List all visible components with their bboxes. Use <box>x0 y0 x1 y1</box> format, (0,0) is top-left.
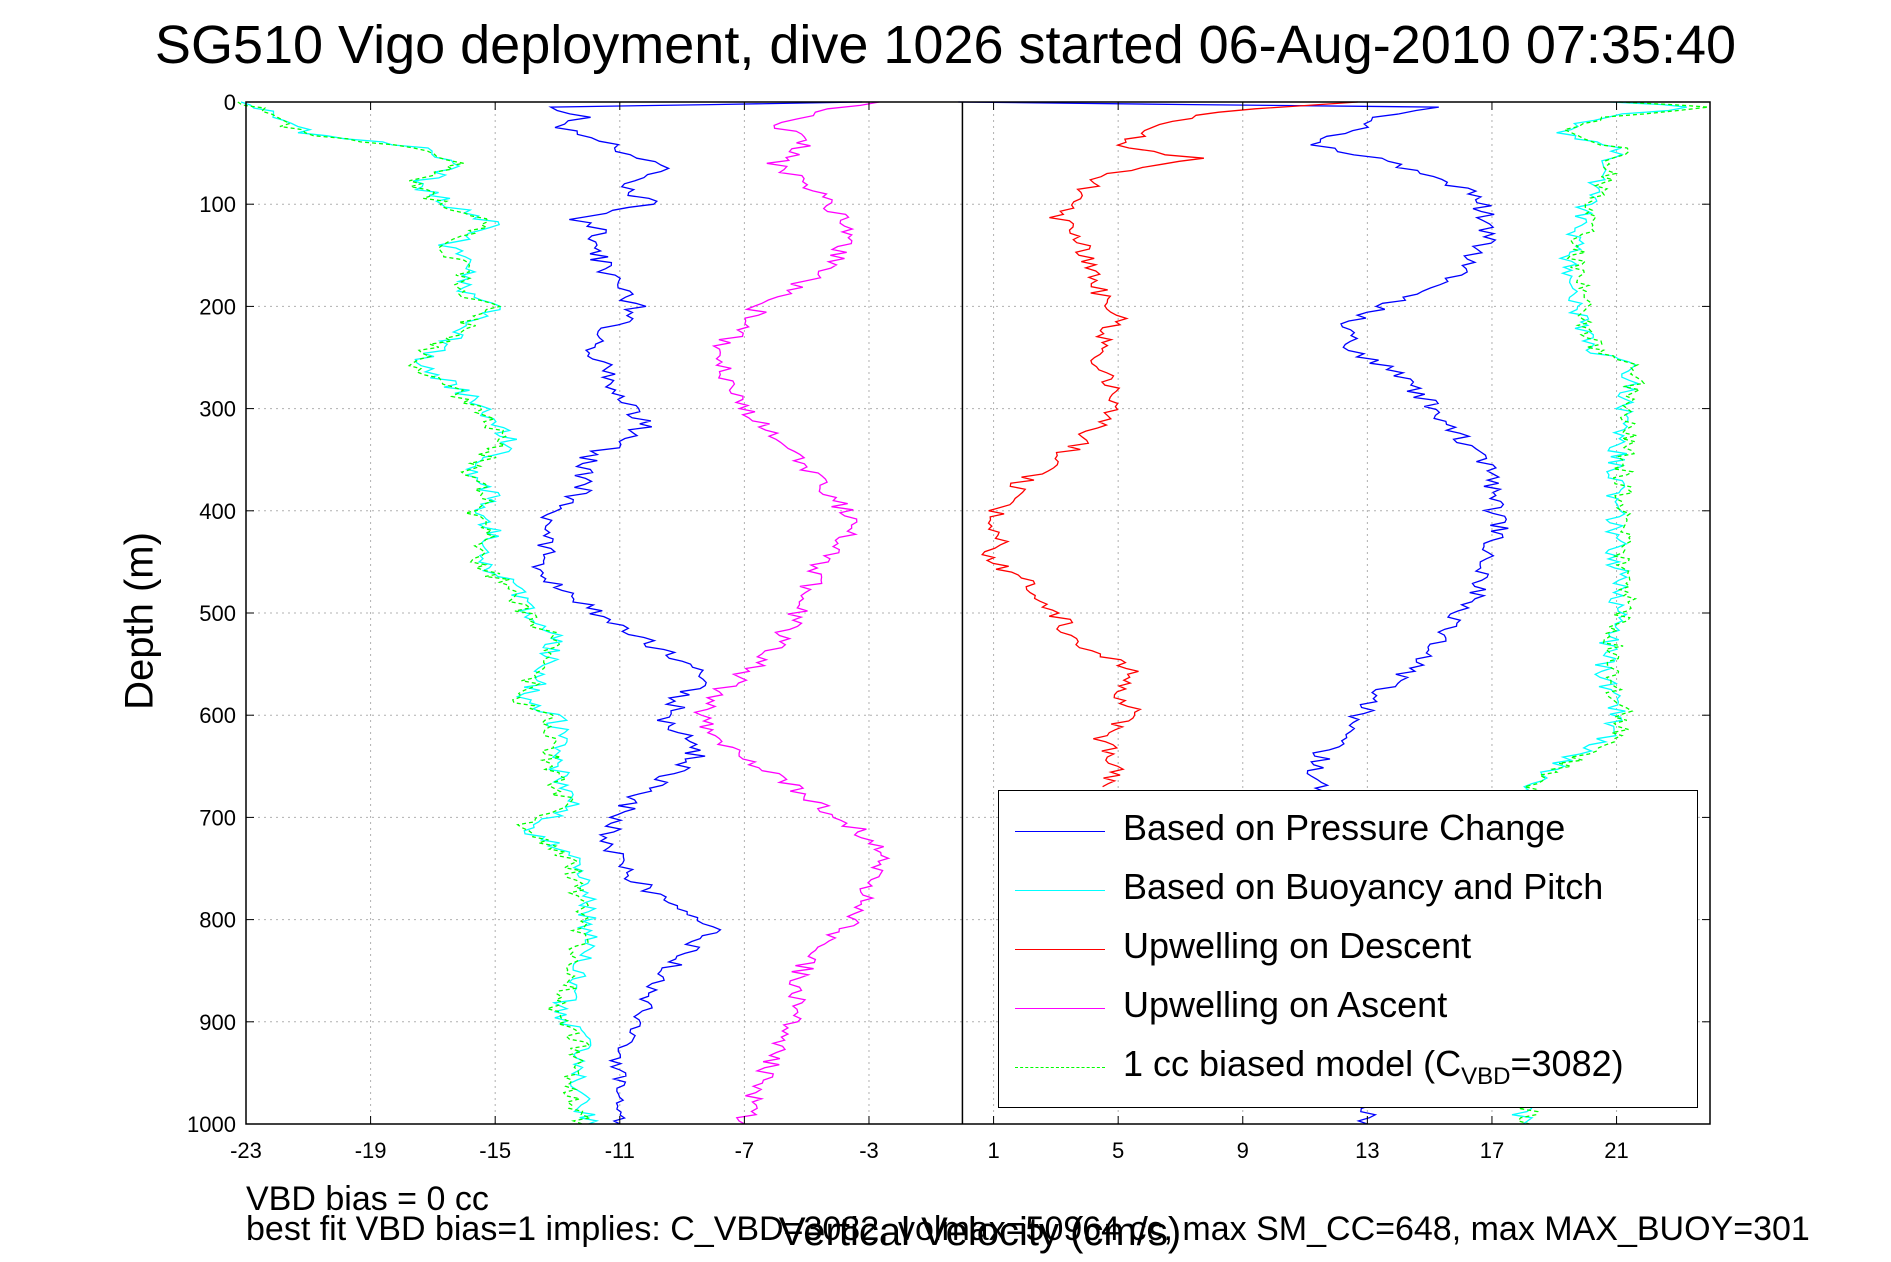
x-tick-label: -7 <box>735 1138 755 1163</box>
y-tick-label: 700 <box>199 805 236 830</box>
y-axis-label: Depth (m) <box>117 532 162 710</box>
y-tick-label: 100 <box>199 192 236 217</box>
axes <box>245 101 1711 1125</box>
x-tick-label: -19 <box>355 1138 387 1163</box>
x-tick-label: -11 <box>605 1138 635 1163</box>
legend-item-buoyancy: Based on Buoyancy and Pitch <box>1015 860 1695 916</box>
legend-item-pressure: Based on Pressure Change <box>1015 801 1695 857</box>
x-tick-label: 5 <box>1112 1138 1124 1163</box>
x-tick-label: -3 <box>859 1138 879 1163</box>
x-tick-label: -23 <box>230 1138 262 1163</box>
chart-title: SG510 Vigo deployment, dive 1026 started… <box>154 15 1737 75</box>
y-tick-label: 0 <box>224 90 236 115</box>
y-tick-label: 1000 <box>187 1112 236 1137</box>
x-tick-label: 21 <box>1604 1138 1628 1163</box>
legend-label: Upwelling on Ascent <box>1123 984 1448 1025</box>
x-tick-label: 13 <box>1355 1138 1379 1163</box>
series-line-6 <box>237 101 593 1125</box>
x-tick-label: 9 <box>1237 1138 1249 1163</box>
legend-swatch <box>1015 949 1105 950</box>
x-tick-label: 1 <box>987 1138 999 1163</box>
legend-label: Based on Pressure Change <box>1123 807 1566 848</box>
vbd-bias-note: VBD bias = 0 cc <box>246 1180 489 1218</box>
legend-label: Based on Buoyancy and Pitch <box>1123 866 1604 907</box>
legend-label: 1 cc biased model (CVBD=3082) <box>1123 1043 1624 1091</box>
series-line-4 <box>981 101 1358 788</box>
series-line-7 <box>1502 101 1709 1125</box>
x-tick-label: 17 <box>1480 1138 1504 1163</box>
series-line-2 <box>240 101 600 1125</box>
y-tick-label: 600 <box>199 703 236 728</box>
best-fit-note: best fit VBD bias=1 implies: C_VBD=3082,… <box>246 1210 1810 1248</box>
x-axis-label: Vertical Velocity (cm/s) <box>778 1210 1182 1254</box>
y-tick-label: 800 <box>199 908 236 933</box>
legend-item-descent: Upwelling on Descent <box>1015 919 1695 975</box>
y-tick-label: 500 <box>199 601 236 626</box>
legend-label: Upwelling on Descent <box>1123 925 1472 966</box>
legend-swatch <box>1015 831 1105 832</box>
y-tick-label: 400 <box>199 499 236 524</box>
tick-labels: -23 -19 -15 -11 -7 -3 1 5 9 13 17 21 0 100 200 300 400 50… <box>187 90 1629 1163</box>
y-tick-label: 900 <box>199 1010 236 1035</box>
series-line-5 <box>692 101 891 1125</box>
legend-swatch <box>1015 1008 1105 1009</box>
legend-item-ascent: Upwelling on Ascent <box>1015 978 1695 1034</box>
chart-legend: Based on Pressure Change Based on Buoyan… <box>998 790 1698 1108</box>
legend-swatch <box>1015 1067 1105 1068</box>
y-tick-label: 200 <box>199 294 236 319</box>
legend-item-biased-model: 1 cc biased model (CVBD=3082) <box>1015 1037 1695 1093</box>
x-tick-label: -15 <box>479 1138 511 1163</box>
y-tick-label: 300 <box>199 397 236 422</box>
series-line-0 <box>530 101 863 1125</box>
legend-swatch <box>1015 890 1105 891</box>
plot-frame <box>245 101 1711 1125</box>
